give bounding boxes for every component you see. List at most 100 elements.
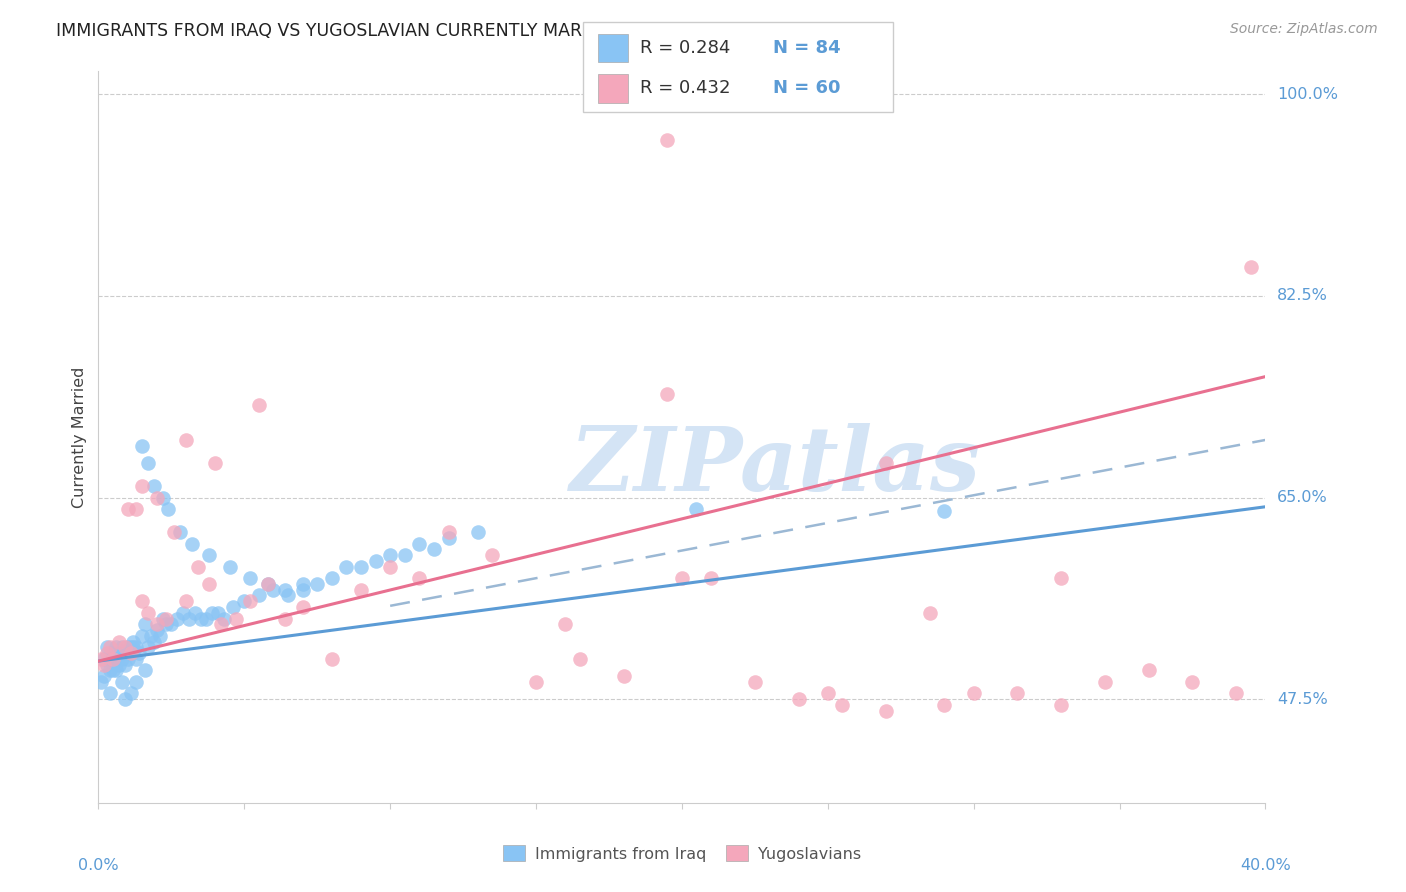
Point	[1225, 686, 1247, 700]
Point	[612, 669, 634, 683]
Point	[568, 652, 591, 666]
Point	[177, 611, 200, 625]
Point	[93, 652, 115, 666]
Point	[233, 594, 256, 608]
Point	[174, 594, 197, 608]
Y-axis label: Currently Married: Currently Married	[72, 367, 87, 508]
Point	[225, 611, 247, 625]
Point	[172, 606, 194, 620]
Point	[98, 663, 121, 677]
Point	[104, 663, 127, 677]
Point	[120, 640, 142, 655]
Point	[136, 606, 159, 620]
Point	[437, 525, 460, 540]
Text: ZIPatlas: ZIPatlas	[569, 423, 981, 509]
Point	[1050, 571, 1073, 585]
Point	[125, 674, 148, 689]
Point	[671, 571, 693, 585]
Text: 0.0%: 0.0%	[79, 858, 118, 872]
Point	[155, 611, 177, 625]
Point	[174, 433, 197, 447]
Point	[787, 692, 810, 706]
Point	[146, 617, 169, 632]
Point	[831, 698, 853, 712]
Point	[152, 491, 174, 505]
Point	[408, 536, 430, 550]
Point	[169, 525, 191, 540]
Point	[256, 577, 278, 591]
Point	[198, 548, 221, 562]
Point	[209, 617, 232, 632]
Point	[114, 657, 136, 672]
Point	[90, 652, 112, 666]
Point	[152, 611, 174, 625]
Point	[274, 611, 297, 625]
Text: R = 0.432: R = 0.432	[640, 79, 730, 97]
Point	[101, 646, 124, 660]
Point	[142, 634, 165, 648]
Point	[120, 686, 142, 700]
Point	[239, 594, 262, 608]
Point	[1094, 674, 1116, 689]
Point	[207, 606, 229, 620]
Point	[700, 571, 723, 585]
Point	[163, 525, 186, 540]
Point	[201, 606, 224, 620]
Point	[101, 652, 124, 666]
Point	[335, 559, 357, 574]
Legend: Immigrants from Iraq, Yugoslavians: Immigrants from Iraq, Yugoslavians	[496, 839, 868, 868]
Point	[934, 504, 956, 518]
Point	[378, 548, 402, 562]
Point	[274, 582, 297, 597]
Point	[98, 686, 121, 700]
Point	[437, 531, 460, 545]
Point	[350, 582, 373, 597]
Point	[131, 439, 153, 453]
Point	[212, 611, 235, 625]
Point	[554, 617, 576, 632]
Point	[180, 536, 202, 550]
Point	[183, 606, 205, 620]
Point	[817, 686, 839, 700]
Point	[108, 657, 131, 672]
Text: R = 0.284: R = 0.284	[640, 39, 730, 57]
Point	[321, 652, 343, 666]
Point	[160, 617, 183, 632]
Point	[467, 525, 489, 540]
Point	[120, 646, 142, 660]
Point	[166, 611, 188, 625]
Point	[146, 623, 169, 637]
Point	[277, 589, 299, 603]
Point	[875, 456, 897, 470]
Point	[114, 646, 136, 660]
Point	[98, 640, 121, 655]
Point	[481, 548, 503, 562]
Point	[291, 577, 314, 591]
Point	[120, 646, 142, 660]
Point	[657, 387, 679, 401]
Point	[128, 646, 150, 660]
Point	[96, 640, 118, 655]
Point	[114, 692, 136, 706]
Text: 100.0%: 100.0%	[1277, 87, 1339, 102]
Point	[744, 674, 766, 689]
Text: 47.5%: 47.5%	[1277, 691, 1327, 706]
Point	[122, 640, 145, 655]
Point	[262, 582, 284, 597]
Point	[394, 548, 416, 562]
Point	[1181, 674, 1204, 689]
Point	[187, 559, 209, 574]
Point	[157, 502, 180, 516]
Point	[142, 479, 165, 493]
Point	[114, 640, 136, 655]
Point	[195, 611, 218, 625]
Point	[1137, 663, 1160, 677]
Point	[198, 577, 221, 591]
Point	[90, 674, 112, 689]
Point	[125, 640, 148, 655]
Point	[131, 594, 153, 608]
Point	[321, 571, 343, 585]
Point	[247, 589, 270, 603]
Point	[96, 657, 118, 672]
Text: Source: ZipAtlas.com: Source: ZipAtlas.com	[1230, 22, 1378, 37]
